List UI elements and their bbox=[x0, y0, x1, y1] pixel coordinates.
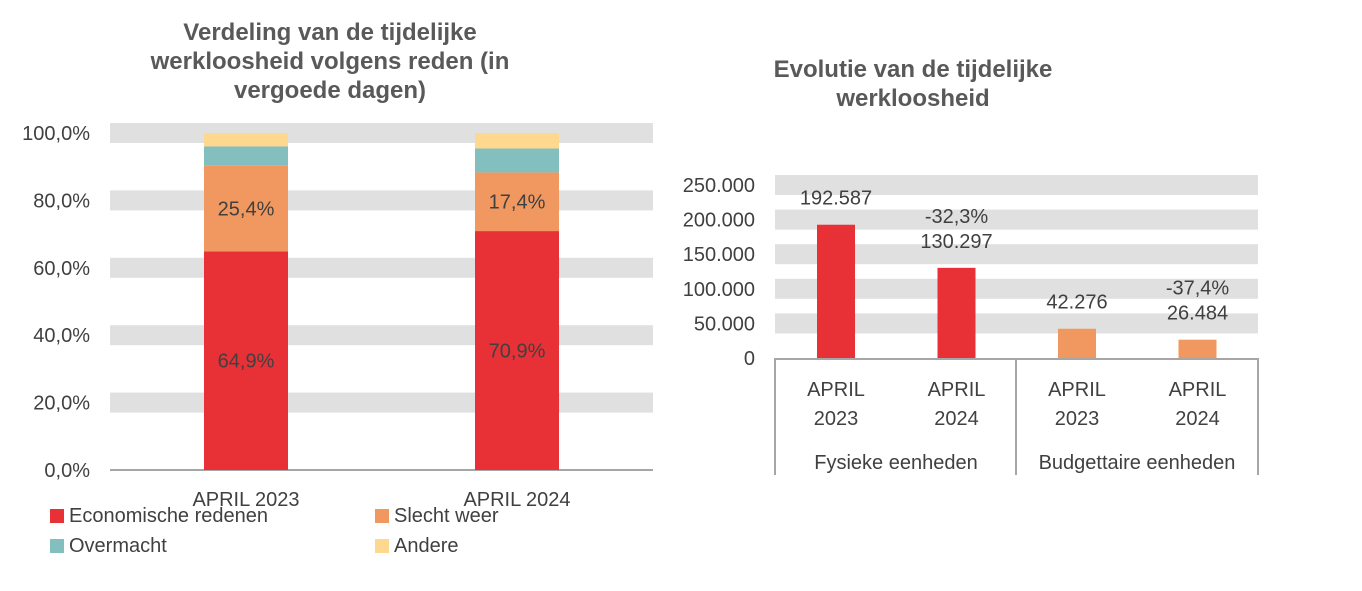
gridband bbox=[775, 313, 1258, 334]
data-label: 26.484 bbox=[1167, 303, 1228, 325]
gridband bbox=[775, 244, 1258, 265]
data-label: 70,9% bbox=[489, 341, 546, 363]
data-label: 17,4% bbox=[489, 192, 546, 214]
y-tick: 50.000 bbox=[694, 313, 755, 335]
bar-segment bbox=[204, 165, 288, 252]
y-tick: 60,0% bbox=[33, 258, 90, 280]
bar-segment bbox=[204, 146, 288, 166]
bar bbox=[1058, 328, 1096, 358]
bar bbox=[817, 224, 855, 358]
x-tick: 2023 bbox=[1055, 408, 1100, 430]
y-tick: 80,0% bbox=[33, 190, 90, 212]
y-tick: 100.000 bbox=[683, 279, 755, 301]
legend-label: Andere bbox=[394, 535, 459, 557]
legend-swatch bbox=[375, 539, 389, 553]
y-tick: 0,0% bbox=[44, 460, 90, 482]
chart-title: vergoede dagen) bbox=[234, 77, 426, 104]
data-label: 64,9% bbox=[218, 351, 275, 373]
y-tick: 150.000 bbox=[683, 244, 755, 266]
gridband bbox=[775, 175, 1258, 195]
x-tick: 2024 bbox=[1175, 408, 1220, 430]
change-label: -37,4% bbox=[1166, 278, 1230, 300]
group-label: Budgettaire eenheden bbox=[1039, 452, 1236, 474]
x-tick: APRIL bbox=[928, 379, 986, 401]
bar bbox=[1178, 339, 1217, 358]
chart-title: Verdeling van de tijdelijke bbox=[183, 19, 476, 46]
x-tick: 2024 bbox=[934, 408, 979, 430]
bar-segment bbox=[475, 172, 559, 232]
gridband bbox=[110, 325, 653, 346]
chart-title: Evolutie van de tijdelijke bbox=[774, 56, 1053, 83]
data-label: 42.276 bbox=[1046, 292, 1107, 314]
bar-segment bbox=[475, 231, 559, 470]
y-tick: 0 bbox=[744, 348, 755, 370]
data-label: 25,4% bbox=[218, 198, 275, 220]
gridband bbox=[110, 392, 653, 413]
chart-title: werkloosheid volgens reden (in bbox=[150, 48, 510, 75]
gridband bbox=[775, 278, 1258, 299]
legend-swatch bbox=[50, 539, 64, 553]
x-tick: APRIL 2024 bbox=[463, 489, 570, 511]
legend-swatch bbox=[375, 509, 389, 523]
group-label: Fysieke eenheden bbox=[814, 452, 977, 474]
y-tick: 250.000 bbox=[683, 175, 755, 197]
gridband bbox=[110, 257, 653, 278]
bar-segment bbox=[204, 251, 288, 470]
y-tick: 200.000 bbox=[683, 210, 755, 232]
legend-label: Slecht weer bbox=[394, 505, 499, 527]
data-label: 130.297 bbox=[920, 231, 992, 253]
x-tick: APRIL 2023 bbox=[192, 489, 299, 511]
x-tick: APRIL bbox=[1169, 379, 1227, 401]
gridband bbox=[775, 209, 1258, 230]
x-tick: APRIL bbox=[1048, 379, 1106, 401]
x-tick: 2023 bbox=[814, 408, 859, 430]
chart-title: werkloosheid bbox=[835, 85, 989, 112]
gridband bbox=[110, 123, 653, 143]
bar bbox=[937, 267, 976, 358]
x-tick: APRIL bbox=[807, 379, 865, 401]
legend-label: Overmacht bbox=[69, 535, 167, 557]
y-tick: 20,0% bbox=[33, 393, 90, 415]
data-label: 192.587 bbox=[800, 188, 872, 210]
legend-label: Economische redenen bbox=[69, 505, 268, 527]
bar-segment bbox=[475, 148, 559, 173]
gridband bbox=[110, 190, 653, 211]
y-tick: 100,0% bbox=[22, 123, 90, 145]
legend-swatch bbox=[50, 509, 64, 523]
bar-segment bbox=[204, 133, 288, 147]
y-tick: 40,0% bbox=[33, 325, 90, 347]
bar-segment bbox=[475, 133, 559, 149]
change-label: -32,3% bbox=[925, 206, 989, 228]
